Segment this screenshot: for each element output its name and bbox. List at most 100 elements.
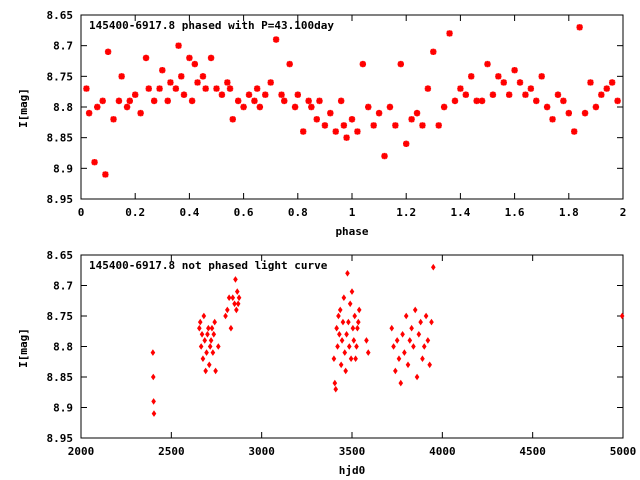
phased-data-point [137,109,144,117]
unphased-data-point [354,343,359,350]
unphased-data-point [403,312,409,320]
phased-data-point [102,171,109,178]
phased-y-tick-label: 8.65 [47,9,74,22]
phased-data-point [199,73,207,80]
phased-data-point [267,79,274,86]
unphased-data-point [407,337,413,344]
unphased-data-point [333,385,339,393]
phased-data-point [375,109,383,117]
unphased-data-point [391,343,396,350]
phased-data-point [440,103,448,111]
unphased-data-point [208,337,214,344]
phased-data-point [462,91,470,98]
unphased-x-ticks: 2000 2500 3000 3500 4000 4500 5000 [68,255,637,458]
phased-y-tick-label: 8.75 [47,70,74,83]
unphased-data-point [215,343,221,350]
phased-data-point [123,103,131,111]
phased-x-ticks: 0 0.2 0.4 0.6 0.8 1 1.2 1.4 1.6 1.8 2 [78,15,626,219]
unphased-y-tick-label: 8.7 [53,280,73,293]
phased-data-point [172,85,180,92]
phased-x-tick-label: 1.2 [396,206,416,219]
phased-x-tick-label: 1.6 [505,206,525,219]
unphased-data-point [150,349,156,356]
unphased-y-tick-label: 8.75 [47,310,74,323]
unphased-y-ticks: 8.65 8.7 8.75 8.8 8.85 8.9 8.95 [47,249,623,445]
phased-data-point [218,91,226,98]
phased-data-point [164,97,171,105]
unphased-x-tick-label: 3500 [339,445,366,458]
unphased-x-tick-label: 4500 [519,445,546,458]
unphased-data-point [337,306,343,314]
unphased-data-point [228,324,234,332]
unphased-data-point [619,312,625,320]
phased-data-point [104,48,112,55]
phased-data-point [500,79,507,86]
phased-data-point [180,91,188,98]
unphased-data-point [427,361,432,369]
phased-data-point [175,42,182,49]
phased-data-point [571,128,578,135]
phased-data-point [156,85,163,92]
phased-data-point [305,97,312,105]
unphased-points [150,263,625,417]
phased-data-point [291,103,299,111]
phased-data-point [240,103,247,111]
phased-x-tick-label: 0.8 [288,206,308,219]
phased-data-point [554,91,562,98]
unphased-data-point [337,331,342,338]
phased-data-point [91,159,98,166]
unphased-data-point [234,288,240,295]
unphased-data-point [405,361,411,369]
phased-data-point [522,91,529,98]
phased-x-tick-label: 1.8 [559,206,579,219]
phased-data-point [337,97,345,105]
phased-data-point [188,97,196,105]
unphased-y-tick-label: 8.8 [53,341,73,354]
phased-data-point [484,60,491,68]
unphased-data-point [355,324,360,332]
unphased-data-point [331,355,337,362]
unphased-data-point [429,318,434,326]
phased-data-point [159,67,166,74]
phased-data-point [321,122,329,129]
phased-data-point [397,60,404,68]
unphased-data-point [206,324,211,332]
unphased-data-point [396,355,402,362]
phased-y-tick-label: 8.95 [47,193,74,206]
unphased-data-point [151,410,157,417]
unphased-data-point [348,355,354,362]
phased-data-point [392,122,399,129]
unphased-data-point [411,343,416,350]
phased-data-point [327,109,334,117]
phased-data-point [186,54,193,62]
unphased-data-point [197,318,203,326]
unphased-data-point [150,373,156,381]
phased-data-point [142,54,150,62]
phased-data-point [581,109,589,117]
phased-data-point [83,85,90,92]
phased-data-point [126,97,133,105]
unphased-data-point [202,337,208,344]
unphased-data-point [332,379,338,387]
phased-data-point [543,103,551,111]
phased-data-point [386,103,394,111]
phased-data-point [115,97,123,105]
phased-plot-title: 145400-6917.8 phased with P=43.100day [89,19,334,32]
phased-data-point [370,122,377,129]
unphased-y-tick-label: 8.95 [47,432,74,445]
phased-data-point [213,85,220,92]
unphased-data-point [212,318,218,326]
phased-data-point [207,54,215,62]
unphased-data-point [205,331,210,338]
phased-data-point [403,140,410,147]
unphased-x-tick-label: 5000 [610,445,637,458]
phased-data-point [167,79,174,86]
phased-data-point [592,103,600,111]
unphased-data-point [336,312,341,320]
unphased-data-point [335,343,340,350]
phased-data-point [202,85,209,92]
unphased-data-point [393,367,398,375]
phased-data-point [178,73,185,80]
unphased-data-point [347,300,353,308]
unphased-data-point [204,349,209,356]
